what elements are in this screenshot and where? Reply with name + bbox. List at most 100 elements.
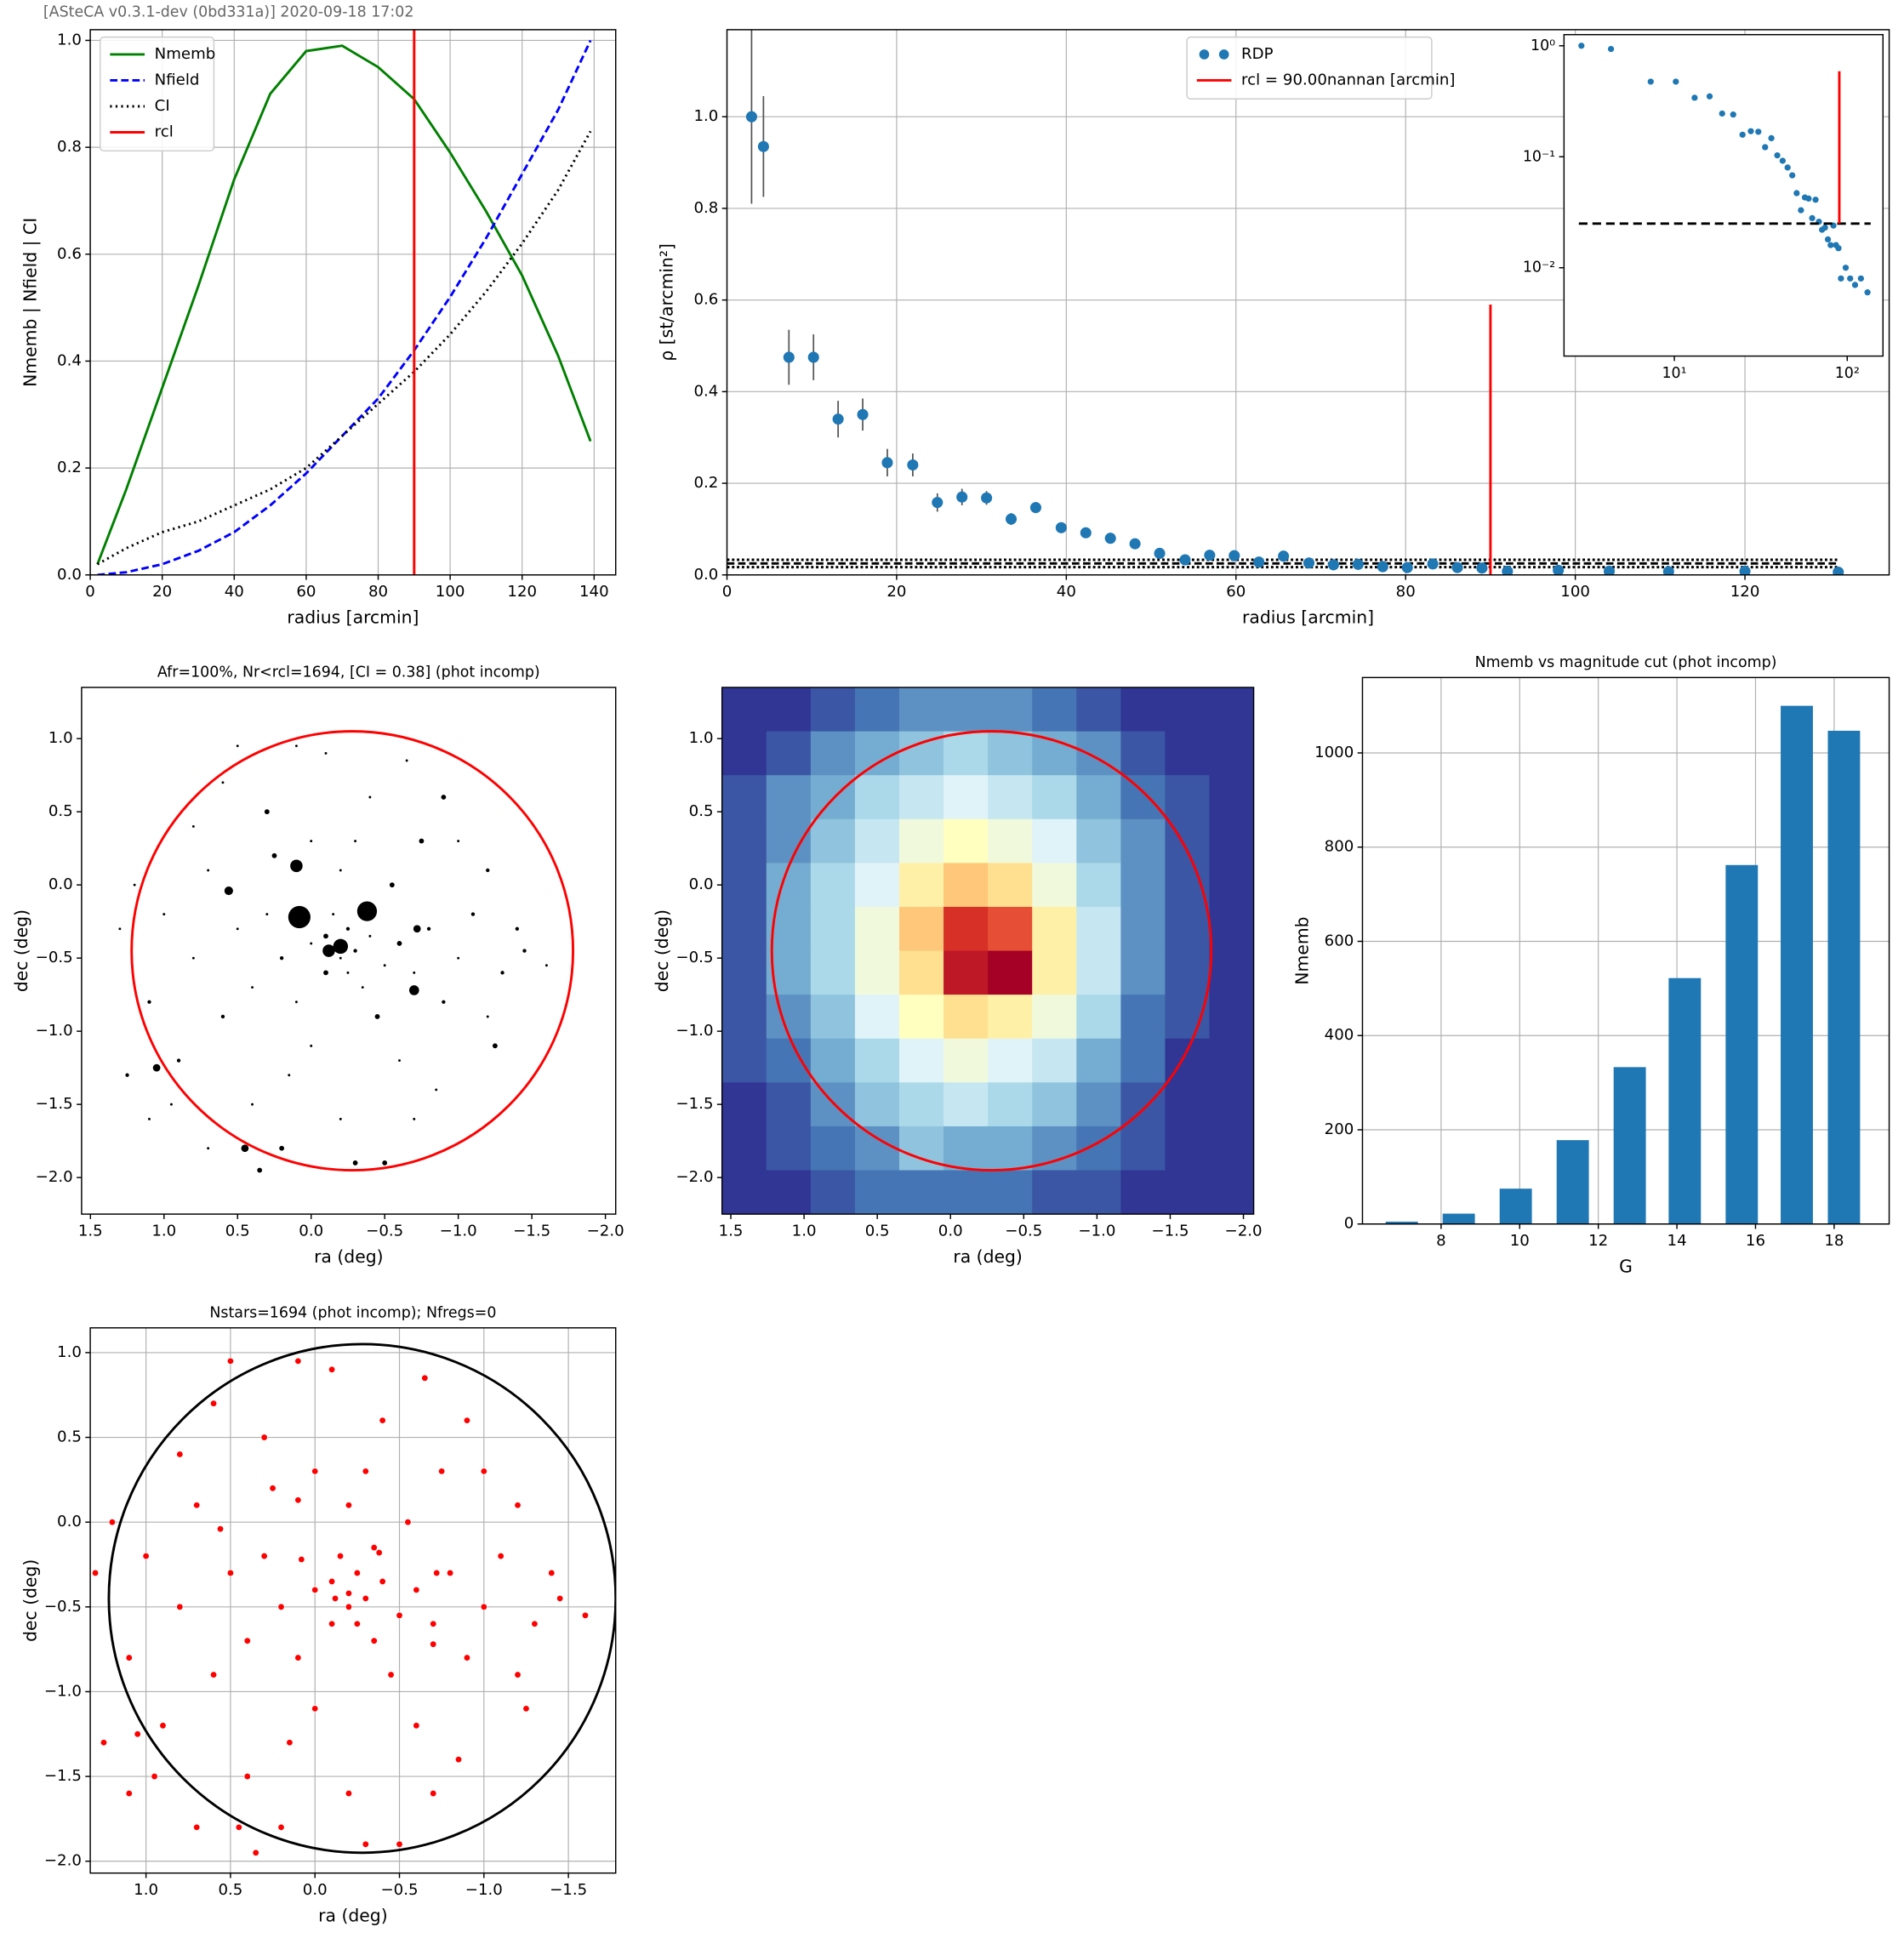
x-tick-label: 0.5 xyxy=(225,1222,250,1240)
inset-point xyxy=(1706,93,1713,100)
y-tick-label: −2.0 xyxy=(676,1168,713,1186)
density-cell xyxy=(1165,731,1211,776)
star xyxy=(480,1603,487,1610)
plot-area xyxy=(727,29,1844,575)
y-tick-label: −2.0 xyxy=(36,1168,73,1186)
x-tick-label: 0.5 xyxy=(218,1881,242,1899)
density-cell xyxy=(898,775,944,820)
density-cell xyxy=(810,950,856,995)
density-cell xyxy=(1032,1082,1078,1127)
radius-circle xyxy=(130,730,575,1171)
star xyxy=(191,956,195,960)
density-cell xyxy=(1120,818,1166,864)
star xyxy=(251,986,254,989)
x-axis-label: radius [arcmin] xyxy=(1242,607,1374,628)
axes-frame xyxy=(1361,676,1890,1225)
inset-point xyxy=(1730,111,1736,118)
density-cell xyxy=(1209,1082,1254,1127)
rdp-point xyxy=(1055,522,1067,533)
star xyxy=(368,934,372,938)
x-tick-label: −0.5 xyxy=(1005,1222,1042,1240)
star xyxy=(288,1074,291,1077)
star xyxy=(383,964,386,967)
star xyxy=(147,1000,151,1004)
star xyxy=(243,1772,251,1781)
x-tick-label: 10² xyxy=(1835,365,1860,382)
axes-frame xyxy=(721,687,1255,1215)
y-tick-label: 0.5 xyxy=(57,1428,82,1446)
x-tick-label: 18 xyxy=(1824,1232,1844,1250)
density-cell xyxy=(766,1126,812,1171)
star xyxy=(531,1620,539,1627)
star xyxy=(442,1000,446,1004)
x-tick-label: 100 xyxy=(1560,583,1590,601)
star xyxy=(486,1015,489,1018)
x-tick-label: 16 xyxy=(1746,1232,1765,1250)
density-cell xyxy=(854,1082,900,1127)
star xyxy=(353,949,357,953)
star xyxy=(463,1654,471,1662)
density-cell xyxy=(721,863,767,908)
density-cell xyxy=(1076,687,1122,732)
star xyxy=(333,938,349,955)
density-cell xyxy=(898,906,944,952)
density-cell xyxy=(1165,995,1211,1040)
density-cell xyxy=(898,995,944,1040)
rdp-point xyxy=(1253,556,1265,568)
star xyxy=(362,1594,369,1602)
plot-area xyxy=(96,29,592,575)
density-cell xyxy=(1032,687,1078,732)
inset-point xyxy=(1847,275,1854,282)
x-tick-label: 10¹ xyxy=(1662,365,1686,382)
density-cell xyxy=(898,687,944,732)
axes: 1.5 1.0 0.5 0.0 −0.5 −1.0 −1.5 −2.0 −2.0 −1.5 −1.0… xyxy=(11,664,624,1267)
y-tick-label: −1.0 xyxy=(676,1022,713,1040)
x-axis-label: ra (deg) xyxy=(318,1906,387,1926)
plot-area xyxy=(1385,705,1861,1224)
density-cell xyxy=(721,1170,767,1215)
star xyxy=(544,964,548,967)
density-cell xyxy=(766,687,812,732)
density-cell xyxy=(1032,818,1078,864)
x-tick-label: 80 xyxy=(1396,583,1416,601)
x-tick-label: −1.0 xyxy=(440,1222,477,1240)
star xyxy=(226,1569,235,1577)
x-tick-label: 40 xyxy=(1057,583,1076,601)
density-cell xyxy=(1209,1126,1254,1171)
star xyxy=(370,1637,378,1644)
inset-point xyxy=(1578,43,1585,49)
x-tick-label: 80 xyxy=(368,583,388,601)
density-cell xyxy=(943,818,989,864)
density-cell xyxy=(721,1126,767,1171)
y-tick-label: 0.0 xyxy=(57,1513,82,1530)
density-cell xyxy=(988,906,1033,952)
density-cell xyxy=(988,775,1033,820)
star xyxy=(260,1552,268,1560)
density-cell xyxy=(1076,906,1122,952)
star xyxy=(457,840,460,843)
star xyxy=(169,1103,173,1106)
density-cell xyxy=(766,1170,812,1215)
y-tick-label: −1.5 xyxy=(676,1095,713,1113)
star xyxy=(243,1637,251,1644)
star xyxy=(176,1058,181,1063)
density-cell xyxy=(1209,1170,1254,1215)
inset-point xyxy=(1798,207,1804,214)
star xyxy=(279,1145,285,1151)
legend-label: CI xyxy=(155,97,170,115)
chart-title: Nmemb vs magnitude cut (phot incomp) xyxy=(1475,654,1777,671)
inset-point xyxy=(1779,157,1786,164)
star xyxy=(522,949,527,953)
radius-circle xyxy=(107,1342,616,1855)
star xyxy=(271,852,277,858)
star xyxy=(430,1640,437,1648)
star xyxy=(368,795,372,799)
density-cell xyxy=(810,995,856,1040)
x-tick-label: 12 xyxy=(1588,1232,1608,1250)
bar xyxy=(1668,978,1702,1224)
density-cell xyxy=(1120,906,1166,952)
density-cell xyxy=(943,1038,989,1084)
density-cell xyxy=(1165,1126,1211,1171)
density-cell xyxy=(1209,775,1254,820)
rdp-point xyxy=(1427,558,1439,570)
